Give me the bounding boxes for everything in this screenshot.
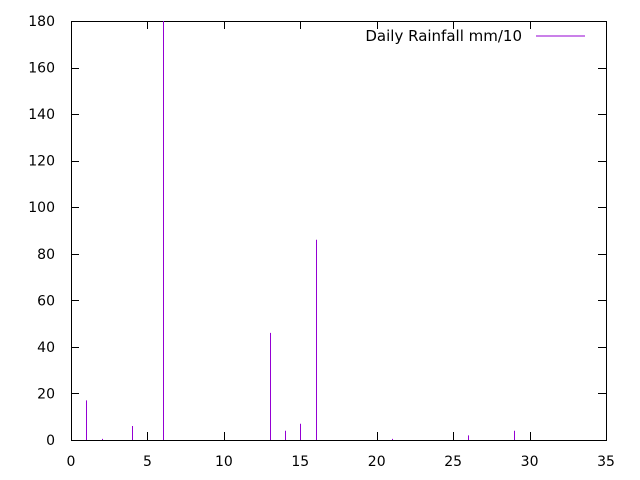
y-tick-label: 160 <box>28 61 55 77</box>
axis-ticks <box>71 21 607 441</box>
y-tick-label: 120 <box>28 154 55 170</box>
y-tick-label: 60 <box>37 293 55 309</box>
y-tick-label: 80 <box>37 247 55 263</box>
legend-label: Daily Rainfall mm/10 <box>365 27 522 45</box>
y-tick-label: 180 <box>28 14 55 30</box>
x-tick-label: 10 <box>215 454 233 470</box>
y-tick-label: 0 <box>46 433 55 449</box>
y-tick-label: 140 <box>28 107 55 123</box>
x-tick-label: 30 <box>521 454 539 470</box>
x-tick-label: 35 <box>597 454 615 470</box>
x-tick-label: 0 <box>67 454 76 470</box>
x-tick-label: 15 <box>291 454 309 470</box>
x-tick-labels: 0 5 10 15 20 25 30 35 <box>67 454 615 470</box>
x-tick-label: 25 <box>444 454 462 470</box>
y-tick-label: 40 <box>37 340 55 356</box>
x-tick-label: 20 <box>368 454 386 470</box>
legend: Daily Rainfall mm/10 <box>365 27 585 45</box>
rainfall-impulses <box>86 21 515 440</box>
y-tick-label: 100 <box>28 200 55 216</box>
y-tick-label: 20 <box>37 386 55 402</box>
x-tick-label: 5 <box>143 454 152 470</box>
plot-border <box>71 21 607 441</box>
y-tick-labels: 0 20 40 60 80 100 120 140 160 180 <box>28 14 55 449</box>
